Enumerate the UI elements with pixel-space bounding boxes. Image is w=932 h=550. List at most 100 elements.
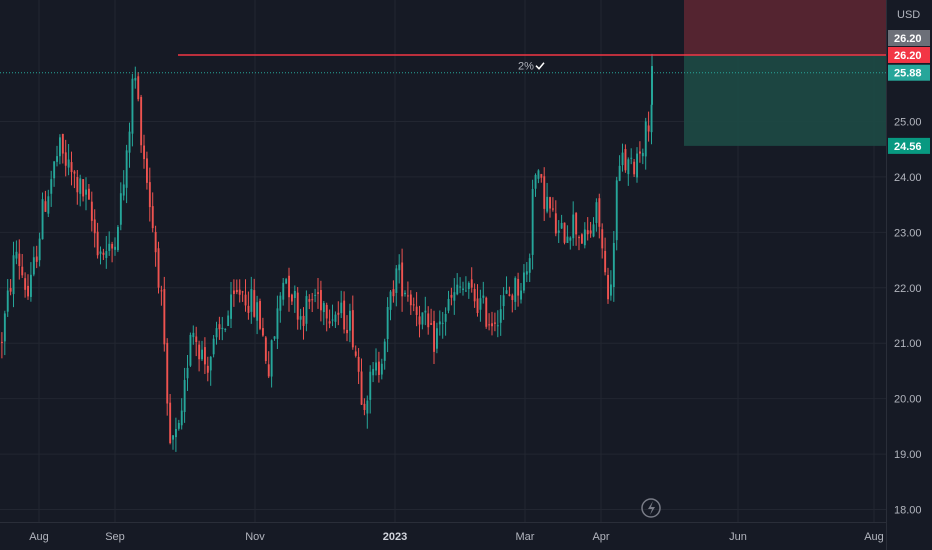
candle-body (363, 403, 366, 410)
candle-body (235, 289, 238, 293)
y-tick-label: 25.00 (894, 116, 922, 128)
candle-body (282, 282, 285, 300)
candle-body (59, 137, 61, 157)
candle-body (122, 184, 125, 196)
candle-body (311, 299, 314, 301)
candle-body (206, 365, 209, 373)
y-tick-label: 24.00 (894, 172, 922, 184)
candle-body (494, 322, 496, 324)
candle-body (470, 279, 473, 288)
target-zone[interactable] (684, 0, 886, 55)
candle-body (111, 243, 114, 249)
candle-body (44, 201, 47, 212)
candle-body (572, 214, 575, 239)
candle-body (543, 176, 546, 209)
candle-body (502, 295, 505, 307)
candle-body (438, 321, 441, 325)
candle-body (125, 150, 128, 188)
last-price-tag: 25.88 (894, 68, 922, 80)
last-price-tag-bg (888, 64, 930, 81)
x-tick-label: Aug (864, 531, 884, 543)
candle-body (192, 332, 195, 338)
candle-body (647, 125, 650, 132)
candle-body (134, 77, 137, 81)
candle-body (372, 368, 375, 376)
candle-body (615, 180, 618, 241)
candle-body (320, 290, 322, 311)
candle-body (575, 213, 578, 235)
candle-body (262, 328, 264, 336)
candle-body (230, 294, 232, 319)
candle-body (166, 342, 169, 404)
candle-body (459, 286, 462, 288)
candle-body (412, 304, 415, 306)
candle-body (369, 371, 372, 400)
alert-percent-label: 2% (518, 61, 534, 73)
candle-body (560, 222, 563, 229)
candle-body (183, 379, 186, 413)
candle-body (607, 274, 609, 300)
candle-body (462, 288, 464, 290)
candle-body (221, 327, 224, 330)
candle-body (279, 295, 282, 311)
candle-body (482, 295, 485, 298)
candle-body (157, 248, 160, 288)
candle-body (592, 224, 595, 237)
candle-body (380, 363, 383, 375)
candle-body (233, 290, 235, 294)
candle-body (549, 197, 551, 209)
candle-body (430, 323, 433, 325)
candle-body (82, 179, 85, 197)
candle-body (102, 252, 105, 255)
checkmark-icon[interactable] (535, 62, 545, 70)
candle-body (441, 322, 444, 324)
candle-body (424, 310, 427, 313)
y-tick-label: 23.00 (894, 227, 922, 239)
candle-body (256, 302, 259, 321)
checkmark-icon-bg (534, 59, 546, 72)
candle-body (212, 338, 215, 355)
candle-body (85, 189, 87, 195)
stop-price-tag: 24.56 (894, 141, 922, 153)
candle-body (618, 165, 621, 181)
candle-body (160, 290, 163, 292)
candle-body (392, 289, 395, 297)
candle-body (227, 315, 230, 326)
candle-body (546, 196, 549, 212)
candle-body (331, 319, 334, 321)
candle-body (351, 310, 354, 348)
candle-body (201, 349, 203, 360)
candle-body (415, 306, 418, 315)
x-tick-label: Nov (245, 531, 265, 543)
candle-body (247, 305, 250, 313)
candle-body (305, 296, 308, 324)
candle-body (250, 289, 253, 312)
candle-body (24, 278, 27, 290)
y-tick-label: 22.00 (894, 283, 922, 295)
candle-body (154, 231, 157, 253)
candle-body (523, 272, 525, 291)
candle-body (601, 229, 604, 249)
candle-body (479, 298, 482, 310)
candle-body (473, 288, 476, 302)
candle-body (505, 290, 508, 294)
candle-body (433, 321, 435, 352)
x-tick-label: Aug (29, 531, 49, 543)
candle-body (276, 308, 279, 339)
candle-body (537, 170, 540, 179)
candle-body (137, 76, 140, 100)
candle-body (499, 309, 502, 323)
upper-price-tag: 26.20 (894, 33, 922, 45)
lightning-icon[interactable] (641, 498, 661, 518)
candle-body (569, 237, 572, 241)
candle-body (325, 304, 328, 319)
candle-body (485, 297, 488, 327)
candle-body (32, 257, 35, 275)
candle-body (1, 341, 3, 343)
stop-zone[interactable] (684, 54, 886, 146)
candle-body (198, 344, 201, 360)
candle-body (476, 298, 479, 313)
candle-body (56, 156, 58, 162)
